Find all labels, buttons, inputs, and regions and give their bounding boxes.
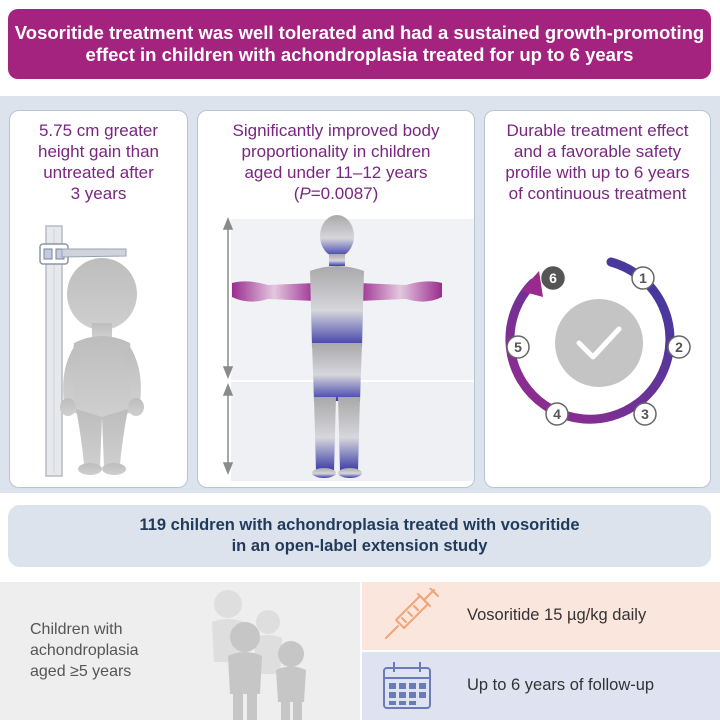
child-silhouette-icon (60, 258, 144, 475)
population-text: Children with achondroplasia aged ≥5 yea… (30, 621, 139, 680)
calendar-icon (383, 662, 431, 709)
svg-text:6: 6 (549, 270, 557, 286)
svg-text:3: 3 (641, 406, 649, 422)
headline-line-2: effect in children with achondroplasia t… (85, 44, 634, 65)
svg-text:5: 5 (514, 339, 522, 355)
svg-text:4: 4 (553, 406, 561, 422)
headline-banner: Vosoritide treatment was well tolerated … (8, 9, 711, 79)
checkmark-icon (576, 326, 622, 360)
durable-effect-text: Durable treatment effect and a favorable… (505, 121, 690, 203)
proportionality-text: Significantly improved body proportional… (198, 120, 474, 204)
stadiometer-illustration (39, 225, 144, 477)
cycle-number-3: 3 (633, 402, 657, 426)
syringe-icon (385, 588, 439, 639)
cycle-arrowhead (521, 271, 543, 297)
population-panel: Children with achondroplasia aged ≥5 yea… (0, 582, 360, 720)
height-gain-card: 5.75 cm greater height gain than untreat… (9, 110, 188, 488)
followup-row: Up to 6 years of follow-up (362, 652, 720, 720)
six-year-cycle-illustration: 1 2 3 4 5 6 (505, 257, 691, 426)
dose-text: Vosoritide 15 µg/kg daily (467, 606, 647, 624)
svg-text:2: 2 (675, 339, 683, 355)
study-line-2: in an open-label extension study (231, 537, 488, 555)
cycle-number-6: 6 (541, 266, 565, 290)
children-group-icon (212, 590, 306, 720)
study-line-1: 119 children with achondroplasia treated… (139, 516, 580, 534)
cycle-number-1: 1 (631, 266, 655, 290)
svg-text:1: 1 (639, 270, 647, 286)
body-proportionality-card: Significantly improved body proportional… (197, 110, 475, 488)
cycle-number-2: 2 (667, 335, 691, 359)
dose-row: Vosoritide 15 µg/kg daily (362, 582, 720, 650)
height-gain-text: 5.75 cm greater height gain than untreat… (38, 121, 159, 203)
headline-line-1: Vosoritide treatment was well tolerated … (14, 22, 705, 43)
body-silhouette-icon (232, 215, 442, 478)
checkmark-circle (555, 299, 643, 387)
proportionality-illustration (222, 215, 474, 481)
measurement-arrows (222, 216, 234, 476)
cycle-number-4: 4 (545, 402, 569, 426)
durable-effect-card: 1 2 3 4 5 6 Durable tre (484, 110, 711, 488)
p-value: (P=0.0087) (293, 184, 379, 203)
followup-text: Up to 6 years of follow-up (467, 676, 655, 694)
stadiometer-icon (39, 225, 127, 477)
cycle-number-5: 5 (506, 335, 530, 359)
study-summary: 119 children with achondroplasia treated… (8, 505, 711, 567)
